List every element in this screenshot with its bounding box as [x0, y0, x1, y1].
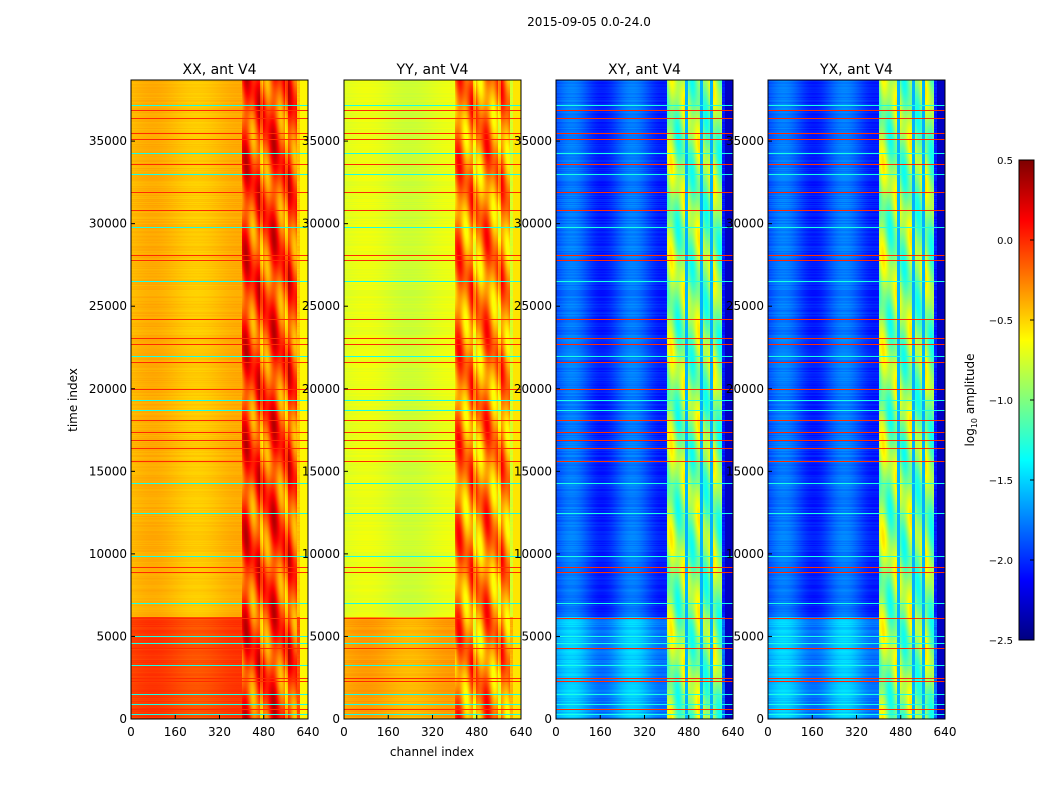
- y-tick-label: 35000: [302, 134, 340, 148]
- y-tick-label: 0: [332, 712, 340, 726]
- panel-title: YY, ant V4: [396, 62, 469, 78]
- y-tick-label: 25000: [89, 299, 127, 313]
- y-tick-label: 10000: [89, 547, 127, 561]
- x-tick-label: 640: [934, 725, 957, 739]
- heatmap-1: [344, 80, 521, 719]
- y-tick-label: 5000: [521, 629, 552, 643]
- x-tick-label: 480: [889, 725, 912, 739]
- x-tick-label: 320: [208, 725, 231, 739]
- colorbar-tick-label: −2.5: [989, 636, 1013, 647]
- x-tick-label: 0: [552, 725, 560, 739]
- panel-title: YX, ant V4: [819, 62, 893, 78]
- y-tick-label: 15000: [89, 464, 127, 478]
- y-tick-label: 0: [544, 712, 552, 726]
- colorbar-tick-label: −2.0: [989, 556, 1013, 567]
- panel-frame: [767, 79, 946, 720]
- y-tick-label: 30000: [302, 217, 340, 231]
- x-tick-label: 640: [297, 725, 320, 739]
- x-tick-label: 0: [127, 725, 135, 739]
- heatmap-3: [768, 80, 945, 719]
- x-tick-label: 480: [465, 725, 488, 739]
- colorbar-tick-label: 0.5: [997, 156, 1013, 167]
- y-tick-label: 0: [119, 712, 127, 726]
- x-tick-label: 480: [677, 725, 700, 739]
- y-tick-label: 5000: [96, 629, 127, 643]
- x-tick-label: 640: [722, 725, 745, 739]
- y-tick-label: 30000: [89, 217, 127, 231]
- y-tick-label: 20000: [726, 382, 764, 396]
- x-axis-label: channel index: [390, 745, 474, 759]
- y-tick-label: 15000: [514, 464, 552, 478]
- x-tick-label: 160: [801, 725, 824, 739]
- y-tick-label: 10000: [514, 547, 552, 561]
- colorbar-gradient: [1019, 160, 1034, 640]
- x-tick-label: 0: [764, 725, 772, 739]
- colorbar-tick-label: 0.0: [997, 236, 1013, 247]
- x-tick-label: 160: [164, 725, 187, 739]
- colorbar-tick-label: −1.5: [989, 476, 1013, 487]
- x-tick-label: 320: [845, 725, 868, 739]
- y-tick-label: 35000: [514, 134, 552, 148]
- y-tick-label: 20000: [514, 382, 552, 396]
- x-tick-label: 160: [589, 725, 612, 739]
- y-tick-label: 25000: [726, 299, 764, 313]
- y-tick-label: 5000: [309, 629, 340, 643]
- y-tick-label: 5000: [733, 629, 764, 643]
- y-tick-label: 15000: [302, 464, 340, 478]
- y-tick-label: 25000: [302, 299, 340, 313]
- y-tick-label: 35000: [89, 134, 127, 148]
- panel-title: XY, ant V4: [608, 62, 681, 78]
- heatmap-0: [131, 80, 308, 719]
- panel-frame: [555, 79, 734, 720]
- colorbar-label: log10 amplitude: [963, 354, 979, 447]
- y-tick-label: 35000: [726, 134, 764, 148]
- x-tick-label: 320: [421, 725, 444, 739]
- x-tick-label: 320: [633, 725, 656, 739]
- y-tick-label: 0: [756, 712, 764, 726]
- x-tick-label: 640: [510, 725, 533, 739]
- y-tick-label: 15000: [726, 464, 764, 478]
- colorbar-tick-label: −1.0: [989, 396, 1013, 407]
- x-tick-label: 0: [340, 725, 348, 739]
- y-tick-label: 20000: [89, 382, 127, 396]
- heatmap-2: [556, 80, 733, 719]
- panel-title: XX, ant V4: [183, 62, 257, 78]
- y-tick-label: 10000: [302, 547, 340, 561]
- y-tick-label: 30000: [514, 217, 552, 231]
- y-tick-label: 25000: [514, 299, 552, 313]
- colorbar-tick-label: −0.5: [989, 316, 1013, 327]
- y-tick-label: 30000: [726, 217, 764, 231]
- y-axis-label: time index: [66, 368, 80, 432]
- x-tick-label: 160: [377, 725, 400, 739]
- x-tick-label: 480: [252, 725, 275, 739]
- panel-frame: [343, 79, 522, 720]
- panel-frame: [130, 79, 309, 720]
- y-tick-label: 10000: [726, 547, 764, 561]
- figure-title: 2015-09-05 0.0-24.0: [527, 15, 651, 29]
- y-tick-label: 20000: [302, 382, 340, 396]
